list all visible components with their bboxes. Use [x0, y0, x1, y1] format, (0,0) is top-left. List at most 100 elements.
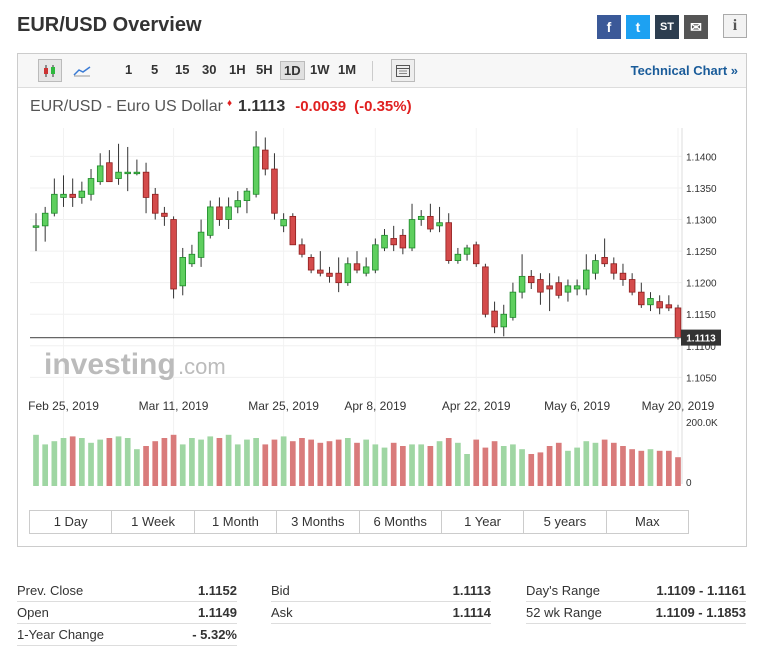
volume-bar — [500, 446, 507, 486]
volume-bar — [638, 450, 645, 486]
range-1-day[interactable]: 1 Day — [30, 511, 113, 533]
candle-body — [115, 171, 122, 179]
candle-body — [546, 285, 553, 290]
candle-body — [326, 272, 333, 277]
interval-1h[interactable]: 1H — [229, 62, 246, 77]
volume-bar — [124, 438, 131, 486]
candle-body — [87, 178, 95, 195]
candle-body — [372, 244, 379, 271]
candle-body — [509, 291, 517, 318]
technical-chart-link[interactable]: Technical Chart » — [630, 63, 738, 78]
candle-body — [96, 165, 104, 183]
x-tick-label: May 6, 2019 — [544, 399, 610, 413]
volume-axis-max: 200.0K — [686, 418, 718, 429]
facebook-icon[interactable]: f — [597, 15, 621, 39]
volume-bar — [234, 444, 241, 486]
volume-bar — [390, 442, 397, 486]
interval-1[interactable]: 1 — [125, 62, 133, 77]
range-selector: 1 Day 1 Week 1 Month 3 Months 6 Months 1 Year… — [29, 510, 689, 534]
candle-body — [463, 247, 471, 255]
volume-bar — [418, 444, 425, 486]
info-icon[interactable]: i — [723, 14, 747, 38]
candle-body — [298, 244, 306, 255]
last-price-tag — [681, 329, 721, 346]
volume-bar — [207, 436, 214, 486]
volume-bar — [565, 450, 571, 486]
volume-bar — [583, 441, 590, 486]
y-tick-label: 1.1350 — [686, 184, 717, 195]
volume-bar — [363, 439, 370, 486]
volume-bar — [69, 436, 76, 486]
candle-body — [225, 206, 232, 220]
price-change-pct: (-0.35%) — [354, 98, 412, 115]
share-buttons: f t ST ✉ — [597, 15, 708, 39]
candle-body — [454, 253, 462, 261]
candle-body — [638, 291, 645, 306]
volume-bar — [675, 457, 681, 486]
volume-bar — [106, 438, 113, 486]
y-tick-label: 1.1050 — [686, 373, 717, 384]
candle-body — [564, 285, 572, 293]
candle-body — [647, 298, 654, 306]
stocktwits-icon[interactable]: ST — [655, 15, 679, 39]
candle-body — [197, 231, 205, 258]
candle-body — [69, 193, 76, 198]
x-tick-label: May 20, 2019 — [642, 399, 715, 413]
interval-1m[interactable]: 1M — [338, 62, 357, 77]
chart-panel: 1 5 15 30 1H 5H 1D 1W 1M Technical Chart » EUR/U… — [17, 53, 747, 547]
candlestick-chart[interactable]: 1.1400 1.1350 1.1300 1.1250 1.1200 1.1150 1.11… — [18, 54, 746, 504]
y-tick-label: 1.1150 — [686, 310, 716, 321]
volume-bar — [455, 442, 461, 486]
range-max[interactable]: Max — [635, 514, 660, 529]
plot-area — [30, 128, 682, 390]
twitter-icon[interactable]: t — [626, 15, 650, 39]
volume-bar — [33, 434, 39, 486]
range-1-week[interactable]: 1 Week — [112, 511, 195, 533]
volume-bar — [271, 439, 278, 486]
y-tick-label: 1.1100 — [686, 342, 716, 353]
volume-bar — [115, 436, 122, 486]
volume-bar — [280, 436, 287, 486]
range-6-months[interactable]: 6 Months — [360, 511, 442, 533]
stat-row: Ask 1.1114 — [271, 602, 491, 624]
interval-5[interactable]: 5 — [151, 62, 159, 77]
stat-label: Open — [17, 605, 49, 620]
stat-value: - 5.32% — [192, 627, 237, 642]
candle-body — [408, 219, 416, 249]
settings-panel-icon[interactable] — [391, 59, 415, 82]
range-1-year[interactable]: 1 Year — [442, 511, 525, 533]
range-1-month[interactable]: 1 Month — [195, 511, 278, 533]
candle-body — [353, 263, 361, 271]
volume-bar — [79, 438, 85, 486]
candle-body — [60, 193, 67, 198]
candle-body — [41, 212, 49, 227]
range-5-years[interactable]: 5 years — [524, 511, 607, 533]
interval-5h[interactable]: 5H — [256, 62, 273, 77]
candle-body — [436, 222, 443, 227]
y-tick-label: 1.1200 — [686, 279, 717, 290]
candlestick-icon[interactable] — [38, 59, 62, 82]
stat-row: Prev. Close 1.1152 — [17, 580, 237, 602]
line-chart-icon[interactable] — [70, 59, 94, 82]
volume-bar — [161, 438, 168, 486]
candle-body — [491, 310, 498, 328]
stat-value: 1.1113 — [452, 583, 491, 598]
range-3-months[interactable]: 3 Months — [277, 511, 360, 533]
stat-label: 52 wk Range — [526, 605, 602, 620]
candle-body — [216, 206, 223, 220]
price-change: -0.0039 — [295, 98, 347, 115]
interval-30[interactable]: 30 — [202, 62, 217, 77]
volume-bar — [134, 449, 140, 486]
volume-bar — [326, 441, 333, 486]
volume-bar — [482, 447, 489, 486]
interval-1w[interactable]: 1W — [310, 62, 330, 77]
volume-bar — [262, 444, 269, 486]
chart-toolbar: 1 5 15 30 1H 5H 1D 1W 1M Technical Chart » — [18, 54, 746, 88]
volume-bar — [665, 450, 672, 486]
interval-15[interactable]: 15 — [175, 62, 190, 77]
interval-1d[interactable]: 1D — [280, 61, 305, 80]
volume-bar — [289, 441, 296, 486]
candle-body — [619, 272, 627, 280]
mail-icon[interactable]: ✉ — [684, 15, 708, 39]
stats-column-2: Bid 1.1113 Ask 1.1114 — [271, 580, 491, 624]
